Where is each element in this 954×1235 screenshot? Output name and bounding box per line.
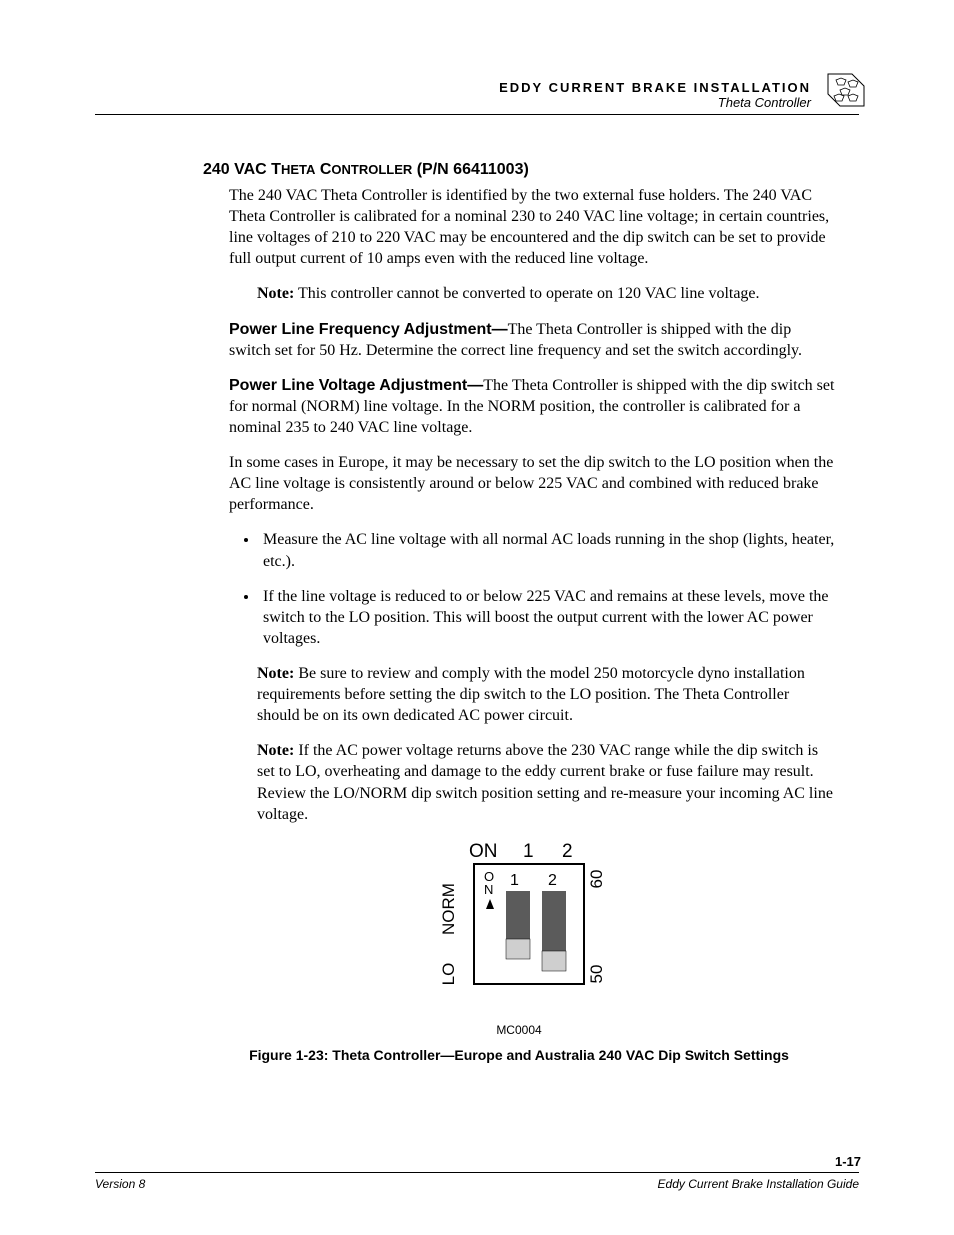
list-item: Measure the AC line voltage with all nor… bbox=[259, 529, 835, 571]
switch-1-body bbox=[506, 891, 530, 939]
freq-label: Power Line Frequency Adjustment— bbox=[229, 321, 508, 338]
page: EDDY CURRENT BRAKE INSTALLATION Theta Co… bbox=[0, 0, 954, 1235]
label-inner-1: 1 bbox=[510, 872, 519, 889]
arrow-icon bbox=[486, 899, 494, 909]
page-number: 1-17 bbox=[835, 1154, 861, 1169]
list-item: If the line voltage is reduced to or bel… bbox=[259, 586, 835, 649]
footer-doc-title: Eddy Current Brake Installation Guide bbox=[658, 1177, 859, 1191]
label-lo: LO bbox=[439, 962, 458, 985]
note-text: If the AC power voltage returns above th… bbox=[257, 742, 833, 822]
paragraph-intro: The 240 VAC Theta Controller is identifi… bbox=[229, 185, 835, 269]
header-rule bbox=[95, 114, 859, 115]
label-inner-2: 2 bbox=[548, 872, 557, 889]
note-text: This controller cannot be converted to o… bbox=[294, 285, 759, 302]
switch-1-handle bbox=[506, 939, 530, 959]
paragraph-freq: Power Line Frequency Adjustment—The Thet… bbox=[229, 319, 835, 361]
dip-switch-diagram: ON 1 2 O N 1 2 NORM LO bbox=[414, 839, 624, 1014]
footer-rule bbox=[95, 1172, 859, 1173]
paragraph-volt: Power Line Voltage Adjustment—The Theta … bbox=[229, 375, 835, 438]
figure: ON 1 2 O N 1 2 NORM LO bbox=[203, 839, 835, 1063]
section-heading: 240 VAC THETA CONTROLLER (P/N 66411003) bbox=[203, 161, 835, 179]
footer-version: Version 8 bbox=[95, 1177, 145, 1191]
label-inner-on-n: N bbox=[484, 882, 493, 897]
switch-2-handle bbox=[542, 951, 566, 971]
volt-label: Power Line Voltage Adjustment— bbox=[229, 377, 483, 394]
content: 240 VAC THETA CONTROLLER (P/N 66411003) … bbox=[203, 161, 835, 1063]
switch-2-body bbox=[542, 891, 566, 951]
label-60: 60 bbox=[587, 869, 606, 888]
figure-id: MC0004 bbox=[203, 1023, 835, 1037]
note-label: Note: bbox=[257, 665, 294, 682]
logo-icon bbox=[826, 72, 866, 113]
paragraph-europe: In some cases in Europe, it may be neces… bbox=[229, 452, 835, 515]
label-on: ON bbox=[469, 841, 498, 862]
note-label: Note: bbox=[257, 285, 294, 302]
running-head: EDDY CURRENT BRAKE INSTALLATION Theta Co… bbox=[95, 80, 859, 110]
label-norm: NORM bbox=[439, 883, 458, 935]
section-title-head: Theta Controller bbox=[95, 95, 811, 110]
bullet-list: Measure the AC line voltage with all nor… bbox=[259, 529, 835, 649]
note-3: Note: If the AC power voltage returns ab… bbox=[257, 740, 835, 824]
note-label: Note: bbox=[257, 742, 294, 759]
footer: 1-17 Version 8 Eddy Current Brake Instal… bbox=[95, 1172, 859, 1191]
figure-caption: Figure 1-23: Theta Controller—Europe and… bbox=[203, 1047, 835, 1063]
note-1: Note: This controller cannot be converte… bbox=[257, 283, 835, 304]
label-1: 1 bbox=[523, 841, 534, 862]
label-2: 2 bbox=[562, 841, 573, 862]
label-50: 50 bbox=[587, 964, 606, 983]
note-2: Note: Be sure to review and comply with … bbox=[257, 663, 835, 726]
note-text: Be sure to review and comply with the mo… bbox=[257, 665, 805, 724]
chapter-title: EDDY CURRENT BRAKE INSTALLATION bbox=[95, 80, 811, 95]
